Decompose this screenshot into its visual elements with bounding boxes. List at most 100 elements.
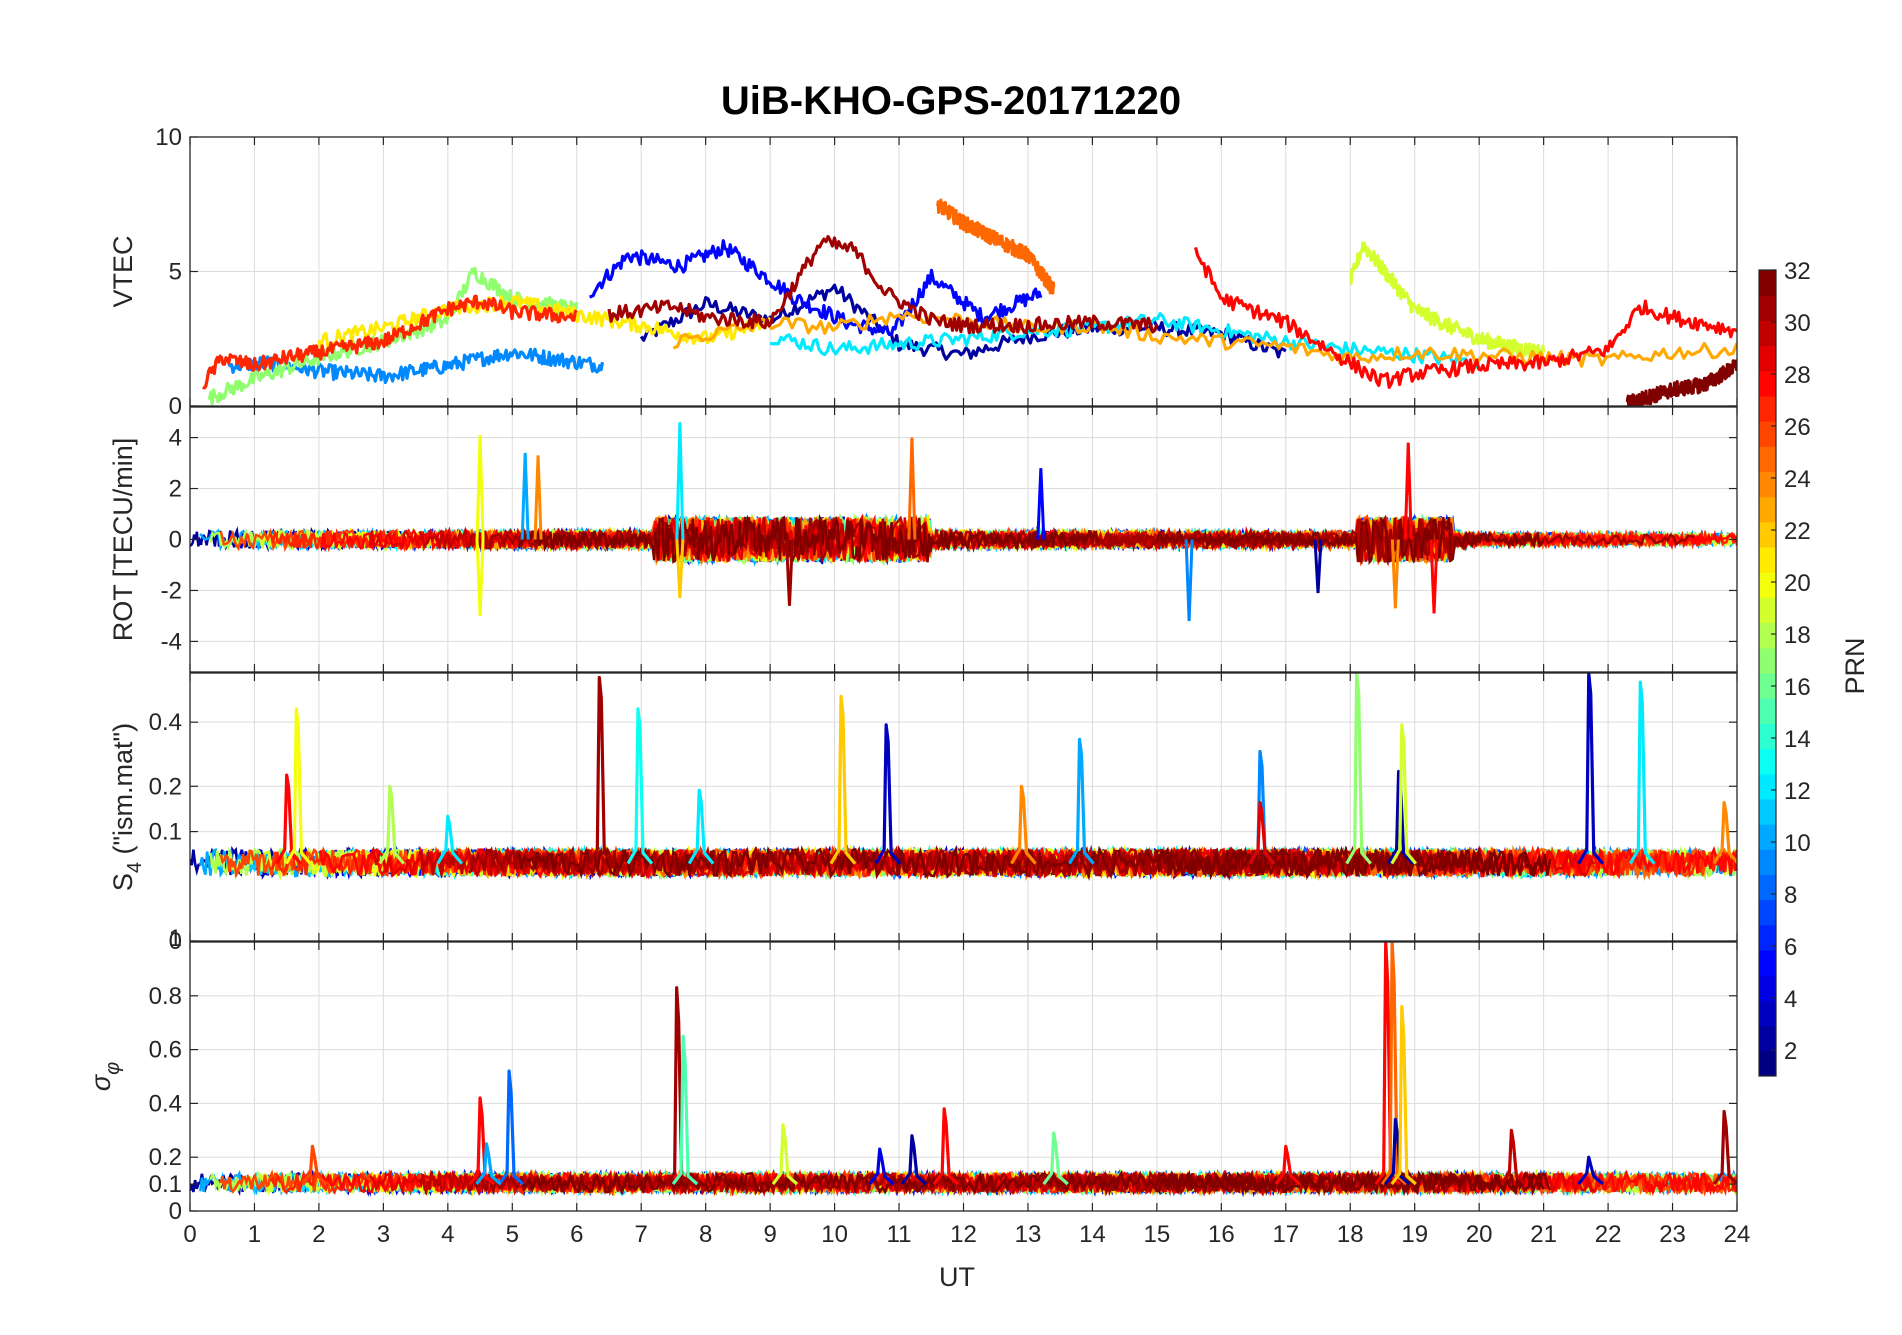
sigma_phi-spike-prn-26 [301,1144,328,1186]
rot-spike-prn-20 [475,539,485,617]
ticks-s4 [189,673,1738,942]
y-tick-label: 0 [169,393,182,420]
y-axis-label-sigma_phi: σφ [86,1062,124,1091]
colorbar-segment [1759,874,1776,901]
s4-spike-prn-12 [436,814,464,865]
colorbar-segment [1759,597,1776,624]
y-tick-label: 0 [169,928,182,955]
colorbar-label: PRN [1840,637,1870,694]
x-tick-label: 9 [763,1221,776,1248]
s4-spike-prn-3 [1577,673,1604,865]
colorbar-segment [1759,798,1776,825]
x-tick-label: 5 [506,1221,519,1248]
colorbar-segment [1759,1050,1776,1077]
series-vtec [202,198,1737,406]
s4-spike-prn-12 [687,788,715,865]
sigma_phi-spike-prn-28 [1274,1144,1301,1186]
sigma_phi-spike-prn-31 [665,986,692,1186]
x-tick-label: 1 [248,1221,261,1248]
rot-spike-prn-10 [520,452,530,540]
colorbar-tick-label: 2 [1784,1038,1797,1065]
panel-vtec: 0 5 10 VTEC [108,124,1738,420]
colorbar-segment [1759,748,1776,775]
s4-spike-prn-13 [626,707,654,865]
colorbar-segment [1759,547,1776,573]
s4-spike-prn-20 [285,707,312,865]
x-tick-label: 18 [1337,1221,1364,1248]
grid-s4 [189,673,1738,942]
x-tick-label: 2 [312,1221,325,1248]
rot-line2-prn-28 [1439,526,1737,561]
x-tick-label: 3 [377,1221,390,1248]
vtec-line-prn-19 [1349,241,1546,360]
s4-spike-prn-10 [1068,737,1095,865]
sigma_phi-line2-prn-32 [1155,1168,1545,1197]
y-tick-label: 2 [169,476,182,503]
ticks-rot [189,407,1738,672]
colorbar-segment [1759,975,1776,1001]
sigma_phi-spike-prn-22 [1390,1005,1417,1186]
colorbar-segment [1759,496,1776,523]
y-tick-label: 5 [169,259,182,286]
colorbar-segment [1759,924,1776,951]
x-tick-label: 14 [1079,1221,1106,1248]
colorbar-tick-label: 32 [1784,258,1811,285]
colorbar-segment [1759,270,1776,296]
vtec-line-prn-32 [1625,359,1737,406]
x-tick-label: 16 [1208,1221,1235,1248]
rot-line2-prn-32 [1155,516,1545,566]
vtec-line-prn-27 [202,294,578,390]
colorbar-tick-label: 8 [1784,882,1797,909]
rot-spike-prn-24 [533,455,543,540]
colorbar-segment [1759,899,1776,926]
panel-rot: -4 -2 0 2 4 ROT [TECU/min] [108,406,1738,673]
colorbar-segment [1759,698,1776,724]
colorbar-box [1758,269,1777,1077]
colorbar-segment [1759,572,1776,598]
vtec-line-prn-28 [1194,247,1737,389]
x-tick-label: 0 [183,1221,196,1248]
y-tick-label: 0.1 [149,819,182,846]
colorbar-segment [1759,395,1776,422]
y-tick-label: -2 [161,577,182,604]
ticks-vtec [189,136,1738,407]
rot-spike-prn-31 [784,539,794,606]
y-tick-label: 0 [169,1198,182,1225]
rot-spike-prn-20 [475,434,485,540]
sigma_phi-spike-prn-8 [497,1069,525,1186]
x-tick-label: 6 [570,1221,583,1248]
colorbar-tick-label: 22 [1784,518,1811,545]
colorbar-segment [1759,773,1776,800]
s4-spike-prn-24 [1712,801,1737,865]
rot-spike-prn-28 [1403,442,1413,540]
x-tick-label: 12 [950,1221,977,1248]
s4-spike-prn-24 [1010,784,1037,865]
x-tick-label: 15 [1144,1221,1171,1248]
vtec-line-prn-31 [607,235,1159,335]
x-tick-label: 8 [699,1221,712,1248]
ticks-sigma_phi [189,942,1738,1212]
rot-spike-prn-25 [907,437,917,540]
y-tick-label: 0.4 [149,1090,182,1117]
s4-spike-prn-22 [829,694,857,865]
colorbar-segment [1759,421,1776,447]
s4-spike-prn-19 [1390,723,1418,865]
x-tick-label: 10 [821,1221,848,1248]
colorbar-tick-label: 18 [1784,622,1811,649]
y-tick-label: 0.2 [149,1144,182,1171]
y-tick-label: 4 [169,425,182,452]
x-tick-label: 22 [1595,1221,1622,1248]
colorbar-segment [1759,824,1776,850]
colorbar-segment [1759,1000,1776,1027]
x-tick-labels: 0 1 2 3 4 5 6 7 8 9 10 11 12 13 14 15 16 17 18 19 20 21 22 23 24 [183,1221,1750,1248]
rot-spike-prn-28 [1429,539,1439,614]
colorbar-tick-label: 16 [1784,674,1811,701]
y-tick-label-top: 1 [169,925,182,952]
sigma_phi-spike-prn-3 [1577,1155,1604,1186]
colorbar-tick-label: 10 [1784,830,1811,857]
y-tick-label: 0.8 [149,983,182,1010]
colorbar-tick-label: 26 [1784,414,1811,441]
